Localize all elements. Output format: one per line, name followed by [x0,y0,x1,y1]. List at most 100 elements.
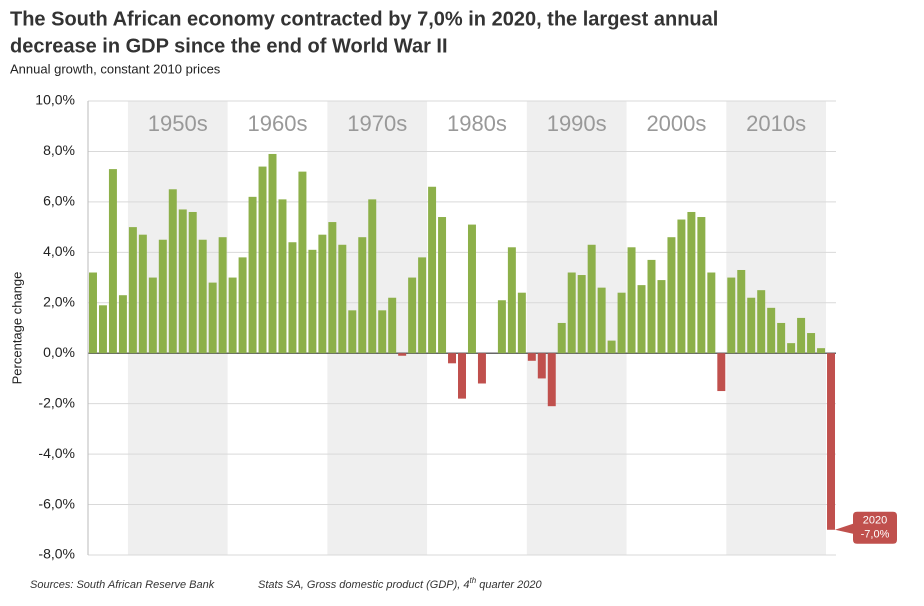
bar [328,222,337,354]
bar [378,310,387,354]
decade-label: 1960s [248,111,308,136]
bar [627,247,636,354]
decade-label: 1970s [347,111,407,136]
y-tick-label: 2,0% [43,293,75,309]
bar [458,353,466,399]
bar [527,353,536,361]
bar [797,317,806,354]
bar [368,199,377,354]
bar [587,244,596,354]
bar [358,237,367,354]
y-tick-label: 10,0% [35,92,75,108]
bar [707,272,716,354]
bar [547,353,556,407]
decade-label: 1950s [148,111,208,136]
bar [677,219,686,354]
bar [577,275,586,354]
bar [268,153,277,354]
bar [667,237,676,354]
bar [308,249,317,354]
bar [128,227,137,354]
bar [607,340,616,354]
y-tick-label: 8,0% [43,142,75,158]
bar [597,287,606,354]
bar [747,297,756,354]
bar [827,353,836,530]
source: Sources: South African Reserve Bank [30,579,215,591]
bar [557,322,566,354]
bar [448,353,457,364]
bar [218,237,227,354]
decade-label: 1980s [447,111,507,136]
bar [158,239,167,354]
bar [408,277,417,354]
bar [537,353,546,379]
bar [98,305,107,354]
bar [108,169,117,354]
bar [807,333,816,354]
decade-label: 2010s [746,111,806,136]
source: th [470,576,477,585]
y-tick-label: 0,0% [43,344,75,360]
bar [467,224,476,354]
bar [88,272,97,354]
bar [567,272,576,354]
bar [687,211,696,354]
y-axis-label: Percentage change [9,272,24,385]
bar [348,310,357,354]
bar [727,277,736,354]
chart-title: The South African economy contracted by … [10,8,718,30]
bar [188,211,197,354]
bar [338,244,347,354]
bar [777,322,786,354]
source: quarter 2020 [476,579,542,591]
bar [717,353,726,392]
bar [657,280,666,354]
y-tick-label: 4,0% [43,243,75,259]
bar [398,353,407,356]
bar [507,247,516,354]
y-tick-label: -8,0% [38,546,75,562]
bar [637,285,646,354]
y-tick-label: 6,0% [43,193,75,209]
y-tick-label: -2,0% [38,394,75,410]
bar [817,348,826,354]
decade-label: 2000s [646,111,706,136]
bar [388,297,397,354]
decade-label: 1990s [547,111,607,136]
bar [438,217,447,354]
bar [418,257,427,354]
bar [238,257,247,354]
bar [278,199,287,354]
bar [248,196,257,354]
bar [288,242,297,354]
y-tick-label: -4,0% [38,445,75,461]
callout [835,511,897,544]
bar [767,307,776,354]
bar [647,259,656,354]
bar [168,189,177,354]
bar [148,277,157,354]
bar [697,217,706,354]
data-label: -7,0% [861,529,890,541]
bar [737,269,746,354]
bar [208,282,217,354]
bar [757,290,766,354]
bar [178,209,187,354]
bar [787,343,796,354]
callout-category: 2020 [863,515,887,527]
source: Stats SA, Gross domestic product (GDP), … [258,579,470,591]
source: Stats SA, Gross domestic product (GDP), … [258,576,543,591]
bar [198,239,207,354]
bar [298,171,307,354]
bar [517,292,526,354]
bar [428,186,437,354]
bar [617,292,626,354]
bar [318,234,327,354]
decade-band [526,101,627,555]
chart-subtitle: Annual growth, constant 2010 prices [10,61,221,76]
bar [258,166,267,354]
bar [497,300,506,354]
bar [477,353,486,384]
